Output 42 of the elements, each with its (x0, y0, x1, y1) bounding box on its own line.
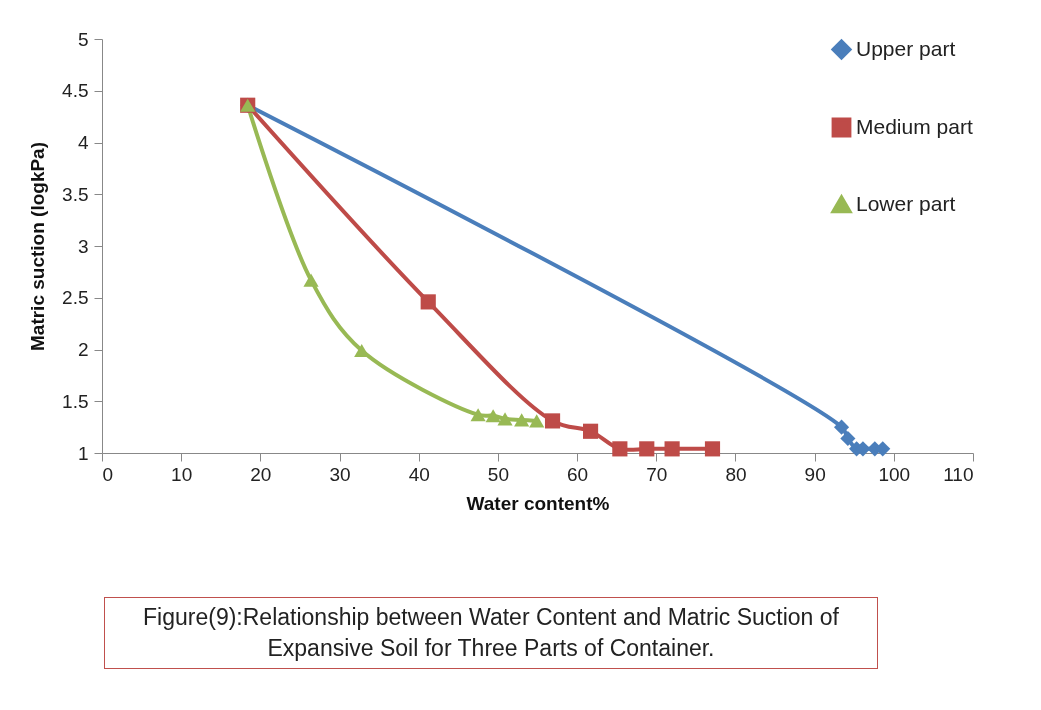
point (420, 294, 436, 310)
y-tick-label: 3 (77, 235, 89, 257)
x-tick-label: 20 (250, 463, 272, 485)
x-tick-label: 60 (567, 463, 589, 485)
y-tick-label: 1.5 (62, 390, 89, 412)
x-tick-label: 0 (102, 463, 114, 485)
point (612, 441, 628, 457)
x-tick-label: 110 (943, 463, 974, 485)
point (514, 413, 530, 427)
x-tick-label: 10 (171, 463, 193, 485)
point (840, 430, 856, 447)
legend-label: Lower part (856, 191, 956, 215)
x-tick-label: 70 (646, 463, 668, 485)
y-tick-label: 2.5 (62, 287, 89, 309)
x-tick-label: 50 (487, 463, 509, 485)
y-tick-label: 4 (77, 132, 89, 153)
point (639, 441, 655, 457)
point (529, 414, 545, 428)
point (664, 441, 680, 457)
point (470, 408, 486, 422)
y-axis-title: Matric suction (logkPa) (27, 141, 49, 352)
point (582, 423, 599, 439)
point (704, 441, 721, 457)
x-tick-label: 90 (804, 463, 826, 485)
x-tick-label: 80 (725, 463, 747, 485)
x-tick-label: 30 (329, 463, 351, 485)
legend-label: Medium part (856, 114, 973, 138)
x-axis-title: Water content% (466, 492, 610, 514)
y-tick-label: 1 (77, 442, 89, 464)
point (303, 273, 319, 287)
y-tick-label: 3.5 (62, 183, 89, 205)
x-tick-label: 40 (408, 463, 430, 485)
point (833, 419, 850, 435)
point (485, 409, 501, 423)
y-tick-label: 4.5 (62, 80, 89, 102)
text: Figure(9):Relationship between Water Content and Matric Suction of Expansive Soil for Three Parts of Container. (104, 597, 878, 669)
point (497, 412, 513, 426)
x-tick-label: 100 (878, 463, 911, 485)
y-tick-label: 5 (77, 28, 89, 50)
point (544, 413, 561, 429)
legend-label: Upper part (856, 36, 956, 60)
y-tick-label: 2 (77, 339, 89, 360)
